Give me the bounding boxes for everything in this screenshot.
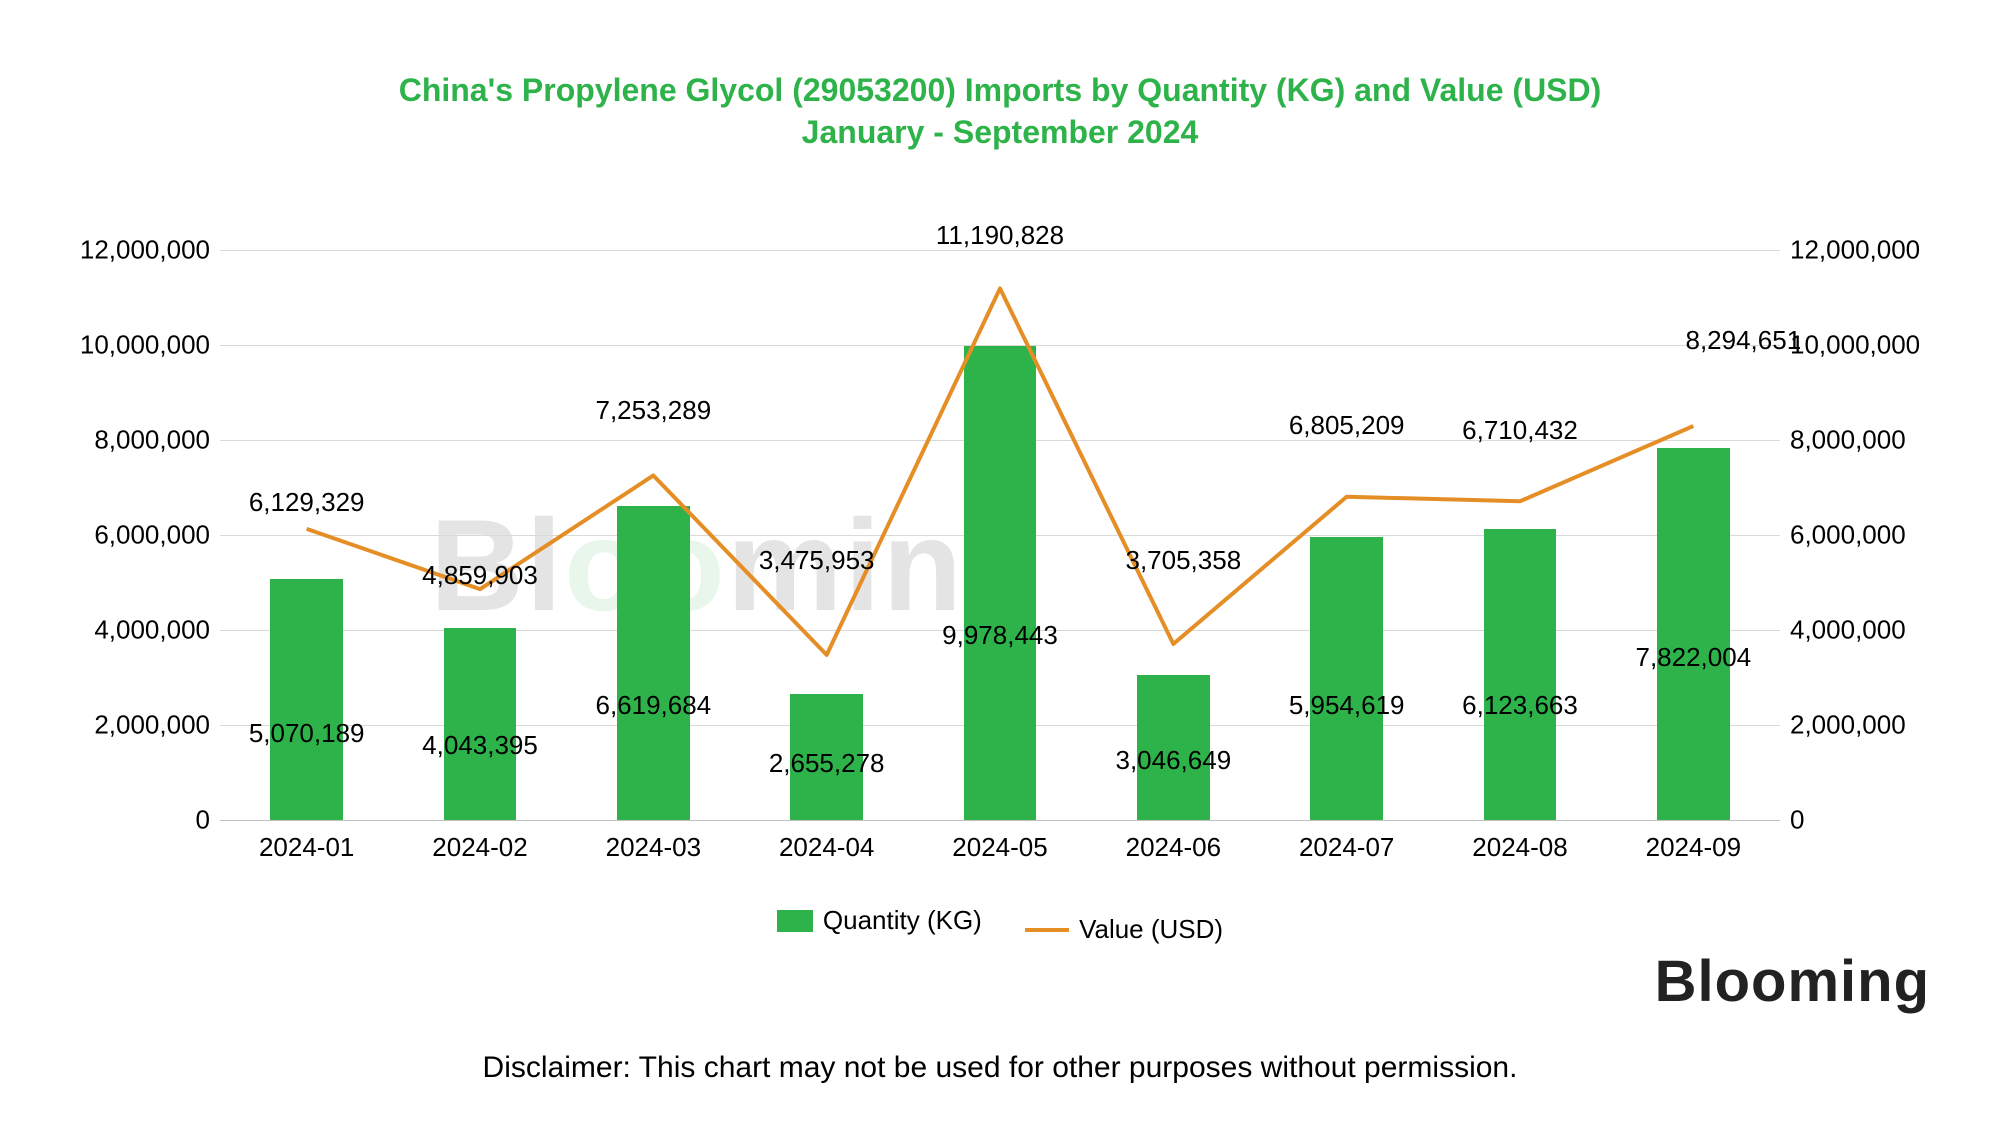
brand-logo: Blooming	[1655, 948, 1930, 1015]
y-left-tick-label: 10,000,000	[60, 330, 210, 361]
y-right-tick-label: 8,000,000	[1790, 425, 1940, 456]
y-left-tick-label: 0	[60, 805, 210, 836]
x-tick-label: 2024-06	[1126, 832, 1221, 863]
legend-item-quantity: Quantity (KG)	[777, 905, 982, 936]
line-data-label: 6,710,432	[1462, 415, 1578, 446]
line-data-label: 11,190,828	[936, 220, 1064, 251]
legend-swatch-bar-icon	[777, 910, 813, 932]
x-tick-label: 2024-05	[952, 832, 1047, 863]
y-right-tick-label: 0	[1790, 805, 1940, 836]
x-tick-label: 2024-07	[1299, 832, 1394, 863]
x-tick-label: 2024-04	[779, 832, 874, 863]
legend-item-value: Value (USD)	[1025, 914, 1223, 945]
y-right-tick-label: 6,000,000	[1790, 520, 1940, 551]
line-data-label: 6,129,329	[249, 487, 365, 518]
chart-title-line2: January - September 2024	[802, 114, 1199, 150]
line-path	[307, 288, 1694, 654]
disclaimer-text: Disclaimer: This chart may not be used f…	[0, 1051, 2000, 1085]
y-right-tick-label: 4,000,000	[1790, 615, 1940, 646]
chart-line	[220, 250, 1780, 820]
y-left-tick-label: 4,000,000	[60, 615, 210, 646]
x-axis-line	[220, 820, 1780, 821]
x-tick-label: 2024-08	[1472, 832, 1567, 863]
y-left-tick-label: 6,000,000	[60, 520, 210, 551]
x-tick-label: 2024-09	[1646, 832, 1741, 863]
line-data-label: 6,805,209	[1289, 410, 1405, 441]
x-tick-label: 2024-03	[606, 832, 701, 863]
x-tick-label: 2024-02	[432, 832, 527, 863]
y-right-tick-label: 2,000,000	[1790, 710, 1940, 741]
chart-title-line1: China's Propylene Glycol (29053200) Impo…	[399, 72, 1602, 108]
y-left-tick-label: 2,000,000	[60, 710, 210, 741]
y-left-tick-label: 12,000,000	[60, 235, 210, 266]
line-data-label: 7,253,289	[595, 395, 711, 426]
chart-legend: Quantity (KG) Value (USD)	[0, 905, 2000, 945]
chart-plot-area: Blooming 002,000,0002,000,0004,000,0004,…	[220, 250, 1780, 820]
y-right-tick-label: 10,000,000	[1790, 330, 1940, 361]
legend-swatch-line-icon	[1025, 928, 1069, 932]
line-data-label: 3,705,358	[1125, 545, 1241, 576]
line-data-label: 3,475,953	[759, 545, 875, 576]
legend-label-quantity: Quantity (KG)	[823, 905, 982, 936]
line-data-label: 8,294,651	[1685, 325, 1801, 356]
y-left-tick-label: 8,000,000	[60, 425, 210, 456]
legend-label-value: Value (USD)	[1079, 914, 1223, 945]
chart-title: China's Propylene Glycol (29053200) Impo…	[0, 70, 2000, 153]
x-tick-label: 2024-01	[259, 832, 354, 863]
line-data-label: 4,859,903	[422, 560, 538, 591]
y-right-tick-label: 12,000,000	[1790, 235, 1940, 266]
